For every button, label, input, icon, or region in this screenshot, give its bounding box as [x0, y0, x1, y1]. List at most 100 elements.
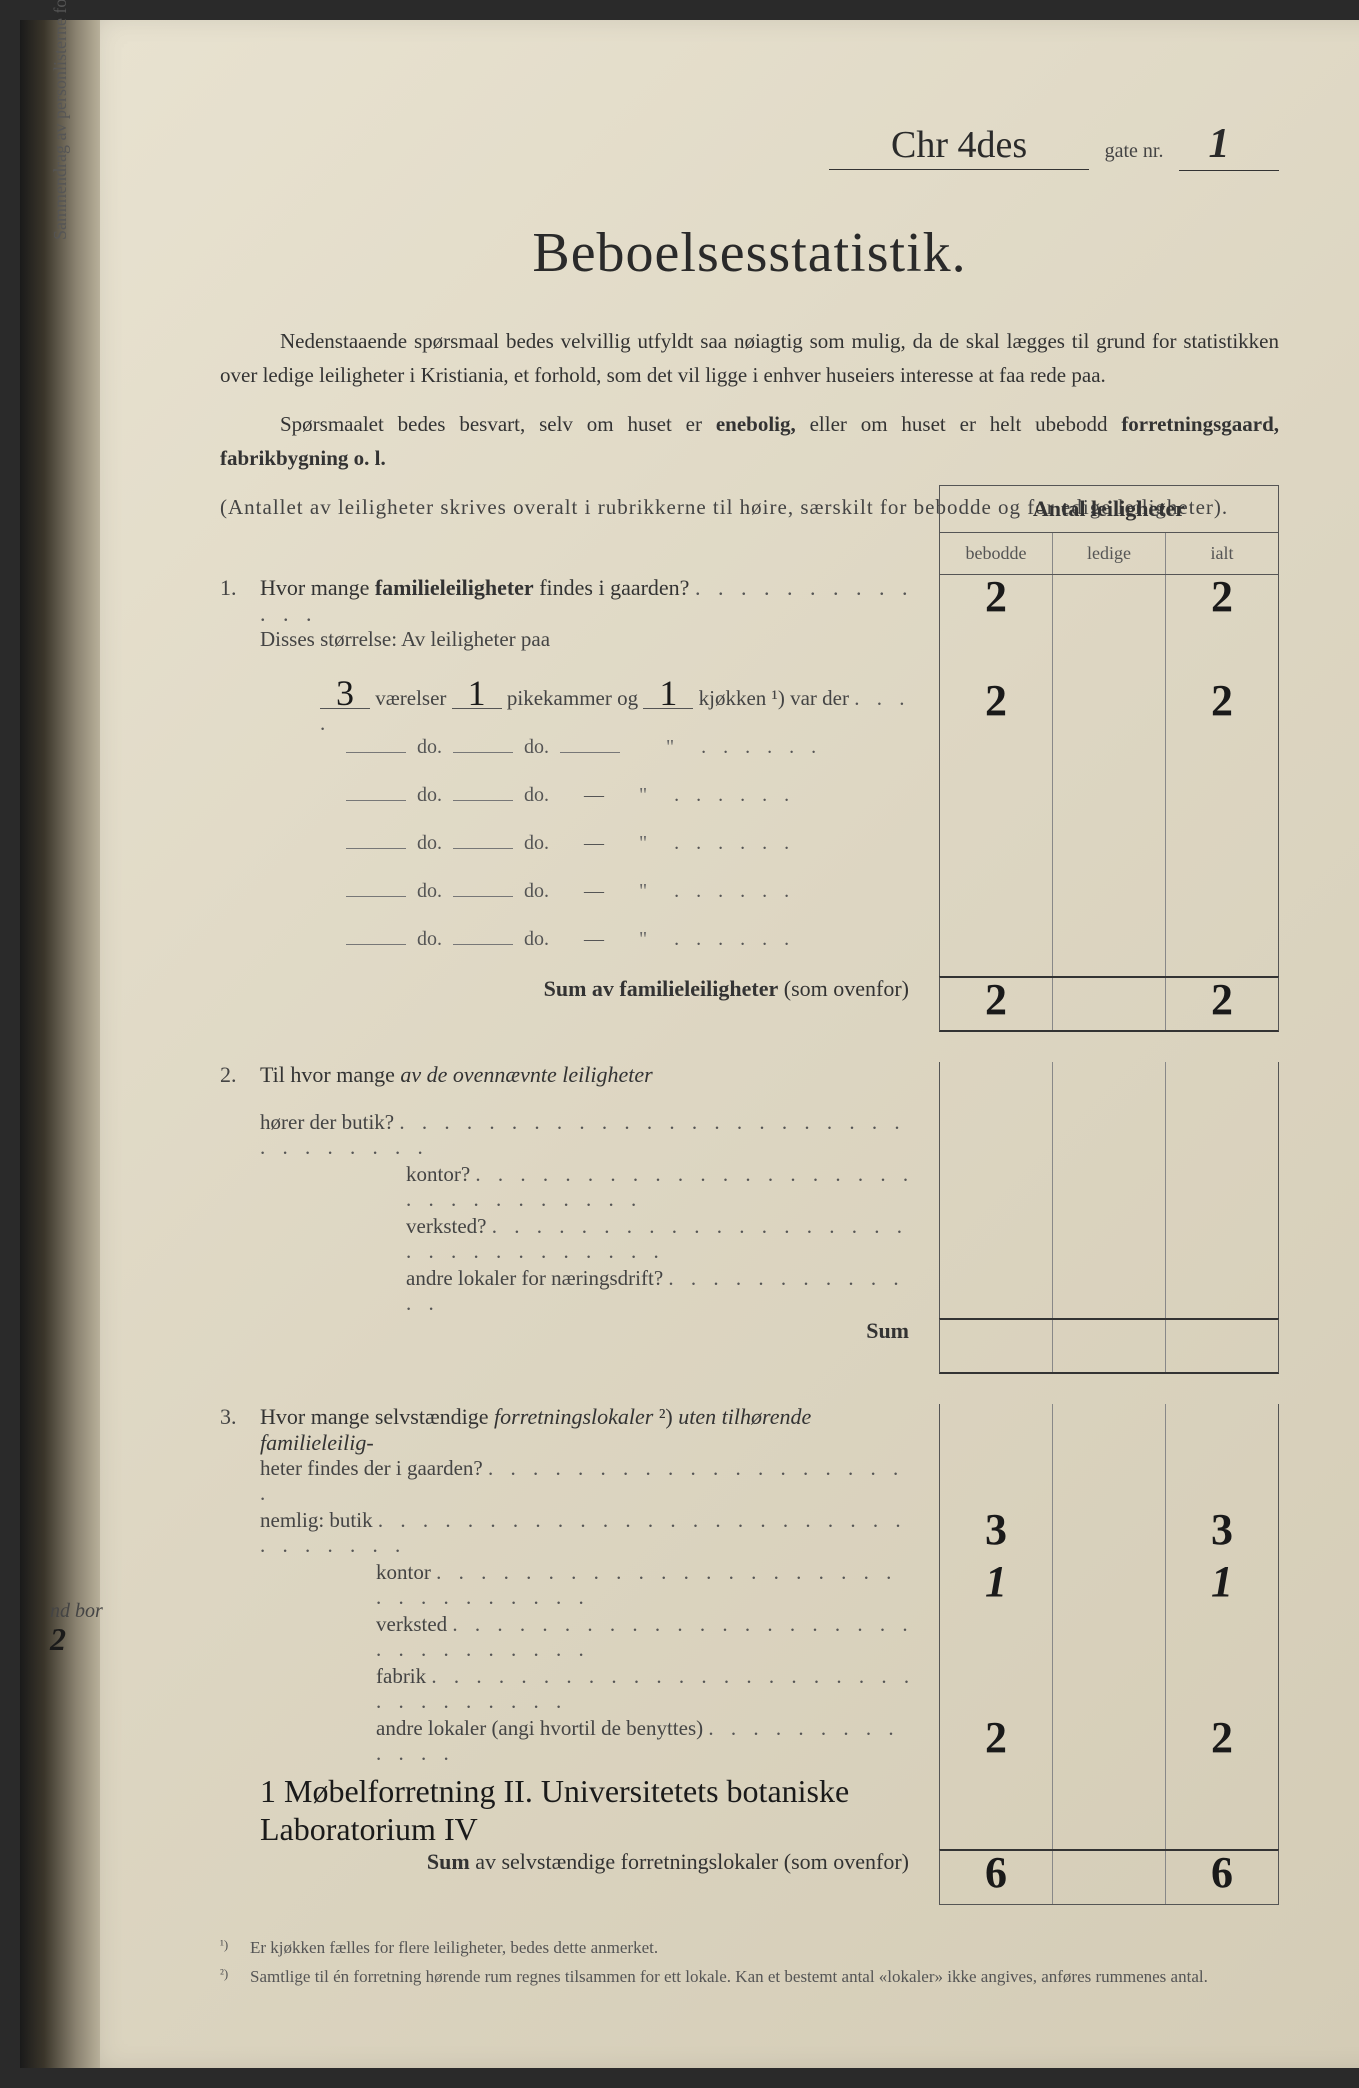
q1-tc: findes i gaarden?	[534, 575, 690, 600]
margin-note: nd bor 2	[50, 1600, 103, 1656]
q2-l4: verksted?	[406, 1214, 486, 1238]
col-ledige: ledige	[1053, 533, 1166, 574]
q1-sum-b: (som ovenfor)	[778, 976, 909, 1001]
fn1-num: ¹)	[220, 1935, 250, 1961]
q1-kjok-val: 1	[643, 679, 693, 709]
do4d: —	[584, 880, 604, 902]
q1-vaerelser-val: 3	[320, 679, 370, 709]
do2a: do.	[417, 784, 442, 806]
q3-d4: . . . . . . . . . . . . . . . . . . . . …	[376, 1664, 915, 1713]
do5d: —	[584, 928, 604, 950]
do4q: "	[639, 880, 647, 902]
do2b: do.	[524, 784, 549, 806]
q1-size-vals: 2 2	[939, 679, 1279, 736]
q3-butik-bebodde: 3	[985, 1505, 1007, 1554]
footnote-1: ¹) Er kjøkken fælles for flere leilighet…	[220, 1935, 1279, 1961]
q1-pike-val: 1	[452, 679, 502, 709]
q2-sum: Sum	[866, 1318, 909, 1343]
page-title: Beboelsesstatistik.	[220, 221, 1279, 285]
do2d: —	[584, 784, 604, 806]
q1-disses-vals	[939, 627, 1279, 679]
do1b: do.	[524, 736, 549, 758]
do3b: do.	[524, 832, 549, 854]
margin-bor-value: 2	[50, 1621, 66, 1657]
q3-verksted-row: verksted . . . . . . . . . . . . . . . .…	[220, 1612, 1279, 1664]
footnotes: ¹) Er kjøkken fælles for flere leilighet…	[220, 1935, 1279, 1990]
q3-fabrik: fabrik	[376, 1664, 426, 1688]
q3-andre-bebodde: 2	[985, 1713, 1007, 1762]
table-header-title: Antal leiligheter	[939, 485, 1279, 533]
q1-do-row-2: do. do. — " . . . . . .	[220, 784, 1279, 832]
q3-kontor-ialt: 1	[1211, 1557, 1233, 1606]
q3-tc: ²)	[653, 1404, 678, 1429]
q1-tb: familieleiligheter	[375, 575, 534, 600]
do4a: do.	[417, 880, 442, 902]
q2-l5: andre lokaler for næringsdrift?	[406, 1266, 663, 1290]
q1-kjok-label: kjøkken ¹) var der	[699, 686, 849, 710]
document-page: Chr 4des gate nr. 1 Beboelsesstatistik. …	[80, 20, 1359, 2068]
q2-number: 2.	[220, 1062, 260, 1088]
do3a: do.	[417, 832, 442, 854]
q1-sum-row: Sum av familieleiligheter (som ovenfor) …	[220, 976, 1279, 1032]
q3-ta: Hvor mange selvstændige	[260, 1404, 494, 1429]
q1-ta: Hvor mange	[260, 575, 375, 600]
intro2c: eller om huset er helt ubebodd	[796, 412, 1122, 436]
q3-handwritten-row: 1 Møbelforretning II. Universitetets bot…	[220, 1768, 1279, 1849]
do4b: do.	[524, 880, 549, 902]
q3-sum-row: Sum av selvstændige forretningslokaler (…	[220, 1849, 1279, 1905]
q3-tb: forretningslokaler	[494, 1404, 653, 1429]
q3-number: 3.	[220, 1404, 260, 1430]
q3-andre-vals: 2 2	[939, 1716, 1279, 1768]
do3d: —	[584, 832, 604, 854]
q1-main-row: 1. Hvor mange familieleiligheter findes …	[220, 575, 1279, 627]
q1-disses-label: Disses størrelse:	[260, 627, 397, 651]
q1-do-row-1: do. do. " . . . . . .	[220, 736, 1279, 784]
q3-andre-ialt: 2	[1211, 1713, 1233, 1762]
fn2-text: Samtlige til én forretning hørende rum r…	[250, 1964, 1279, 1990]
do1a: do.	[417, 736, 442, 758]
q1-avleil: Av leiligheter paa	[397, 627, 550, 651]
fn2-num: ²)	[220, 1964, 250, 1990]
q3-sc: (som ovenfor)	[778, 1849, 909, 1874]
q3-kontor-row: kontor . . . . . . . . . . . . . . . . .…	[220, 1560, 1279, 1612]
q3-kontor-bebodde: 1	[985, 1557, 1007, 1606]
q3-butik: butik	[329, 1508, 372, 1532]
do5q: "	[639, 928, 647, 950]
question-1: 1. Hvor mange familieleiligheter findes …	[220, 575, 1279, 1032]
q3-nemlig: nemlig:	[260, 1508, 324, 1532]
book-binding	[20, 20, 100, 2068]
q3-sa: Sum	[427, 1849, 470, 1874]
q1-size-row: 3 værelser 1 pikekammer og 1 kjøkken ¹) …	[220, 679, 1279, 736]
q2-l3: kontor?	[406, 1162, 470, 1186]
q3-sb: av selvstændige forretningslokaler	[470, 1849, 779, 1874]
margin-vertical-text: Sammendrag av personlisterne for huset n…	[50, 0, 71, 240]
q1-do-row-3: do. do. — " . . . . . .	[220, 832, 1279, 880]
q3-line2-row: heter findes der i gaarden? . . . . . . …	[220, 1456, 1279, 1508]
do5b: do.	[524, 928, 549, 950]
q3-sum-bebodde: 6	[985, 1848, 1007, 1897]
q3-butik-vals: 3 3	[939, 1508, 1279, 1560]
q1-sum-a: Sum av familieleiligheter	[544, 976, 779, 1001]
content-area: Antal leiligheter bebodde ledige ialt 1.…	[220, 575, 1279, 1990]
intro1-text: Nedenstaaende spørsmaal bedes velvillig …	[220, 329, 1279, 387]
gate-label: gate nr.	[1105, 140, 1164, 162]
gate-number-field: 1	[1179, 120, 1279, 171]
q1-sum-bebodde: 2	[985, 975, 1007, 1024]
q3-kontor-vals: 1 1	[939, 1560, 1279, 1612]
q3-butik-row: nemlig: butik . . . . . . . . . . . . . …	[220, 1508, 1279, 1560]
q3-sum-ialt: 6	[1211, 1848, 1233, 1897]
q1-val-bebodde: 2	[985, 572, 1007, 621]
q2-sum-row: Sum	[220, 1318, 1279, 1374]
q3-sum-vals: 6 6	[939, 1849, 1279, 1905]
question-2: 2. Til hvor mange av de ovennævnte leili…	[220, 1062, 1279, 1374]
street-name-field: Chr 4des	[829, 123, 1089, 170]
q2-verksted-row: verksted? . . . . . . . . . . . . . . . …	[220, 1214, 1279, 1266]
q2-butik-row: hører der butik? . . . . . . . . . . . .…	[220, 1110, 1279, 1162]
q3-d2: . . . . . . . . . . . . . . . . . . . . …	[376, 1560, 897, 1609]
q2-main-row: 2. Til hvor mange av de ovennævnte leili…	[220, 1062, 1279, 1110]
q1-size-bebodde: 2	[985, 676, 1007, 725]
q1-val-ialt: 2	[1211, 572, 1233, 621]
fn1-text: Er kjøkken fælles for flere leiligheter,…	[250, 1935, 1279, 1961]
q2-d2: . . . . . . . . . . . . . . . . . . . . …	[406, 1162, 914, 1211]
col-ialt: ialt	[1166, 533, 1278, 574]
